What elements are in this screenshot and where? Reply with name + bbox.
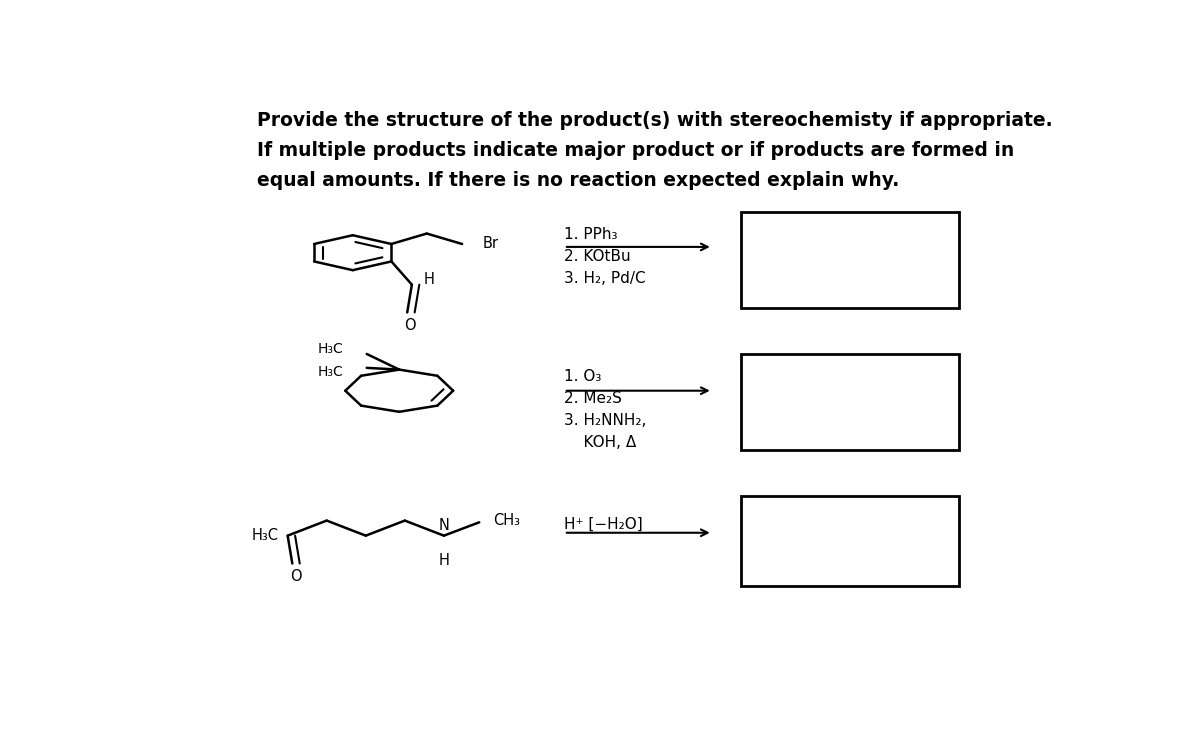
- Text: H⁺ [−H₂O]: H⁺ [−H₂O]: [564, 517, 643, 532]
- Text: If multiple products indicate major product or if products are formed in: If multiple products indicate major prod…: [257, 141, 1014, 160]
- Bar: [740, 354, 959, 450]
- Text: 1. PPh₃: 1. PPh₃: [564, 227, 617, 242]
- Text: H₃C: H₃C: [251, 528, 278, 543]
- Text: H₃C: H₃C: [318, 365, 343, 380]
- Text: N: N: [438, 518, 449, 533]
- Text: Br: Br: [482, 236, 498, 252]
- Text: 1. O₃: 1. O₃: [564, 369, 601, 384]
- Text: 2. Me₂S: 2. Me₂S: [564, 391, 622, 406]
- Text: 3. H₂, Pd/C: 3. H₂, Pd/C: [564, 270, 646, 285]
- Text: 3. H₂NNH₂,: 3. H₂NNH₂,: [564, 413, 647, 428]
- Text: CH₃: CH₃: [493, 513, 520, 528]
- Text: H: H: [438, 553, 449, 568]
- Text: 2. KOtBu: 2. KOtBu: [564, 248, 630, 264]
- Text: equal amounts. If there is no reaction expected explain why.: equal amounts. If there is no reaction e…: [257, 171, 899, 190]
- Text: O: O: [290, 569, 302, 584]
- Text: H₃C: H₃C: [318, 343, 343, 356]
- Text: H: H: [424, 273, 434, 288]
- Text: KOH, Δ: KOH, Δ: [564, 434, 636, 450]
- Text: O: O: [404, 318, 416, 333]
- Bar: [740, 212, 959, 308]
- Bar: [740, 496, 959, 586]
- Text: Provide the structure of the product(s) with stereochemisty if appropriate.: Provide the structure of the product(s) …: [257, 111, 1052, 130]
